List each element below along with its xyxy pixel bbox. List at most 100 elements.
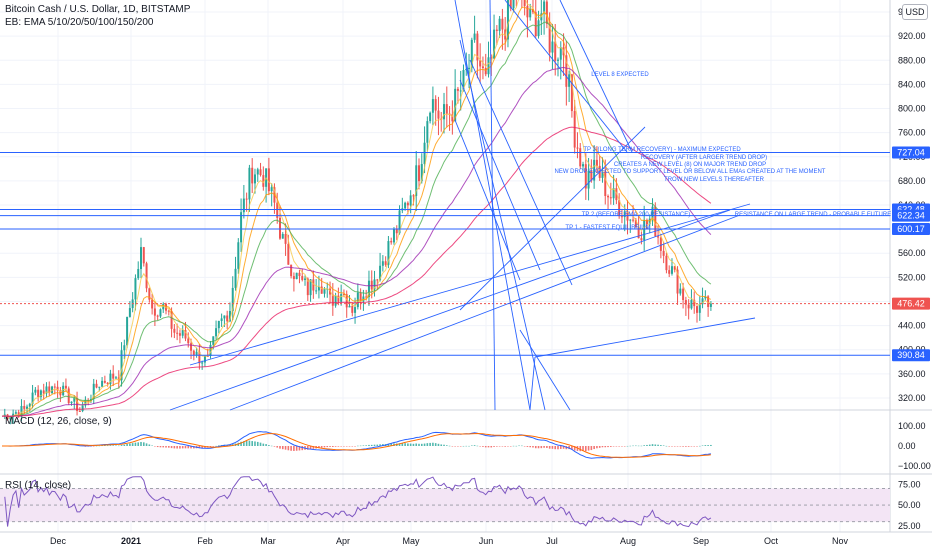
- macd-hist-bar: [671, 446, 673, 447]
- currency-button[interactable]: USD: [902, 4, 928, 20]
- macd-hist-bar: [484, 446, 487, 448]
- candle-body: [512, 0, 515, 9]
- candle-body: [109, 373, 112, 385]
- price-tick-label: 560.00: [898, 248, 926, 258]
- macd-hist-bar: [123, 444, 126, 446]
- candle-body: [498, 18, 501, 31]
- macd-hist-bar: [626, 445, 629, 447]
- candle-body: [126, 316, 129, 346]
- macd-hist-bar: [540, 446, 543, 449]
- candle-body: [128, 308, 131, 317]
- candle-body: [315, 290, 318, 292]
- candle-body: [601, 171, 604, 178]
- trendline: [559, 0, 633, 153]
- macd-hist-bar: [651, 444, 654, 446]
- macd-hist-bar: [370, 444, 373, 446]
- macd-hist-bar: [159, 446, 162, 448]
- macd-hist-bar: [354, 446, 356, 447]
- macd-hist-bar: [446, 445, 448, 446]
- candle-body: [279, 217, 281, 239]
- macd-hist-bar: [95, 445, 98, 447]
- annotation-text: TP 1 - FASTEST EQUILIBRIUM: [565, 225, 650, 231]
- macd-hist-bar: [320, 446, 323, 448]
- candle-body: [309, 279, 312, 296]
- macd-hist-bar: [487, 446, 490, 448]
- macd-hist-bar: [131, 443, 134, 446]
- candle-body: [645, 219, 648, 225]
- macd-hist-bar: [509, 446, 512, 447]
- macd-hist-bar: [537, 446, 540, 449]
- macd-hist-bar: [554, 446, 557, 450]
- macd-hist-bar: [248, 440, 251, 446]
- macd-hist-bar: [523, 446, 526, 447]
- price-label-text: 600.17: [897, 224, 925, 234]
- macd-hist-bar: [165, 446, 167, 448]
- macd-hist-bar: [457, 446, 459, 447]
- candle-body: [582, 164, 585, 167]
- macd-hist-bar: [468, 445, 470, 447]
- macd-hist-bar: [265, 444, 267, 446]
- candle-body: [481, 66, 484, 69]
- macd-hist-bar: [693, 446, 696, 447]
- candle-body: [607, 196, 610, 198]
- candle-body: [209, 344, 212, 357]
- macd-hist-bar: [587, 446, 590, 451]
- trendline: [469, 59, 573, 286]
- candle-body: [240, 212, 243, 243]
- candle-body: [351, 305, 354, 313]
- candle-body: [62, 385, 65, 396]
- macd-hist-bar: [115, 445, 117, 446]
- macd-hist-bar: [140, 441, 142, 446]
- macd-hist-bar: [334, 446, 337, 447]
- candle-body: [609, 197, 612, 199]
- candle-body: [56, 386, 59, 391]
- trendline: [454, 0, 531, 411]
- candle-body: [342, 294, 345, 296]
- macd-hist-bar: [229, 444, 231, 446]
- macd-tick-label: −100.00: [898, 461, 931, 471]
- macd-hist-bar: [245, 441, 248, 446]
- rsi-tick-label: 50.00: [898, 500, 921, 510]
- macd-hist-bar: [562, 446, 565, 449]
- candle-body: [73, 398, 76, 402]
- trendline: [169, 209, 731, 411]
- macd-hist-bar: [482, 446, 484, 447]
- candle-body: [45, 386, 48, 394]
- macd-hist-bar: [498, 446, 501, 447]
- macd-hist-bar: [412, 443, 415, 446]
- macd-hist-bar: [154, 446, 156, 447]
- macd-hist-bar: [98, 445, 101, 447]
- candle-body: [376, 279, 379, 281]
- candle-body: [618, 200, 621, 217]
- candle-body: [70, 401, 73, 404]
- trendline: [459, 126, 646, 311]
- candle-body: [67, 388, 70, 404]
- candle-body: [640, 238, 643, 241]
- candle-body: [379, 265, 382, 281]
- candle-body: [443, 104, 446, 120]
- macd-hist-bar: [137, 442, 140, 446]
- candle-body: [493, 29, 496, 59]
- candle-body: [140, 247, 142, 270]
- macd-hist-bar: [698, 445, 701, 447]
- macd-hist-bar: [454, 446, 456, 447]
- candle-body: [31, 392, 34, 404]
- macd-hist-bar: [256, 441, 259, 446]
- candle-body: [295, 272, 298, 280]
- candle-body: [156, 315, 159, 317]
- candle-body: [28, 403, 31, 407]
- candle-body: [331, 294, 334, 306]
- macd-hist-bar: [284, 446, 287, 450]
- candle-body: [245, 198, 248, 200]
- candle-body: [595, 159, 598, 166]
- candle-body: [317, 286, 320, 291]
- candle-body: [370, 280, 373, 290]
- macd-hist-bar: [365, 445, 367, 446]
- candle-body: [434, 99, 437, 111]
- candle-body: [78, 410, 81, 412]
- candle-body: [412, 195, 415, 197]
- macd-hist-bar: [254, 441, 256, 446]
- candle-body: [529, 8, 532, 18]
- candle-body: [679, 288, 682, 294]
